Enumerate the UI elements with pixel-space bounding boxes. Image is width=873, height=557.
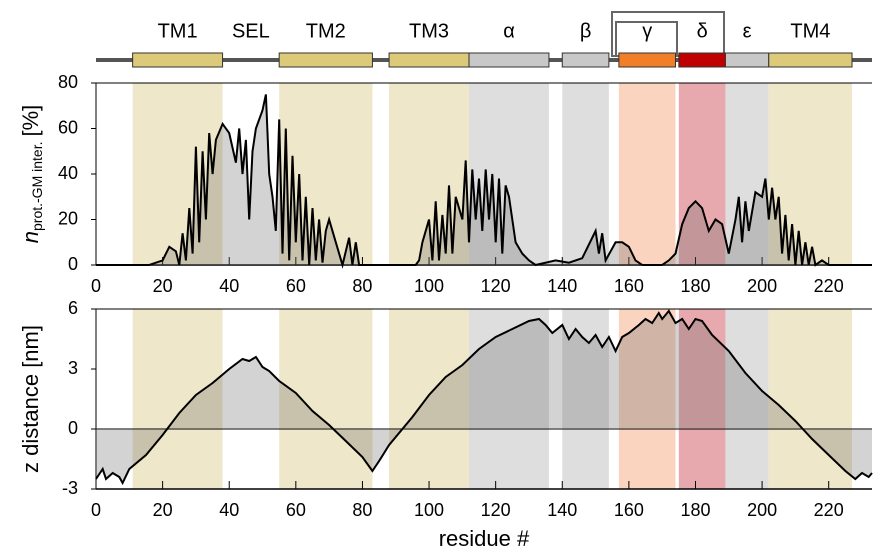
domain-label: TM3 (409, 20, 449, 42)
x-tick-label: 160 (614, 276, 644, 296)
x-tick-label: 120 (481, 500, 511, 520)
x-tick-label: 160 (614, 500, 644, 520)
y-tick-label: 3 (68, 358, 78, 378)
domain-label: γ (642, 20, 652, 42)
domain-bar (132, 52, 224, 68)
x-tick-label: 100 (414, 500, 444, 520)
domain-label: TM4 (790, 20, 830, 42)
domain-label: TM1 (158, 20, 198, 42)
domain-label: α (503, 20, 515, 42)
domain-bar (724, 52, 770, 68)
line (96, 94, 872, 269)
domain-bar (768, 52, 853, 68)
domain-shade (768, 83, 853, 265)
x-tick-label: 180 (680, 276, 710, 296)
domain-label: δ (697, 20, 708, 42)
domain-shade (725, 309, 769, 489)
domain-label: ε (743, 20, 752, 42)
domain-shade (618, 309, 676, 489)
domain-bar (618, 52, 677, 68)
x-tick-label: 140 (547, 276, 577, 296)
area (96, 311, 872, 483)
x-tick-label: 140 (547, 500, 577, 520)
domain-bar (388, 52, 470, 68)
domain-shade (678, 83, 726, 265)
y-tick-label: 60 (58, 117, 78, 137)
domain-shade (279, 309, 373, 489)
domain-bar (561, 52, 610, 68)
x-tick-label: 120 (481, 276, 511, 296)
x-tick-label: 80 (352, 500, 372, 520)
domain-label: β (580, 20, 592, 42)
y-axis-label: z distance [nm] (18, 325, 43, 473)
domain-shade (469, 83, 549, 265)
x-axis-label: residue # (439, 526, 530, 551)
x-tick-label: 100 (414, 276, 444, 296)
x-tick-label: 220 (814, 500, 844, 520)
y-tick-label: 0 (68, 254, 78, 274)
x-tick-label: 60 (286, 276, 306, 296)
domain-bar (278, 52, 373, 68)
x-tick-label: 40 (219, 500, 239, 520)
x-tick-label: 40 (219, 276, 239, 296)
domain-shade (389, 83, 470, 265)
x-tick-label: 60 (286, 500, 306, 520)
domain-shade (132, 309, 223, 489)
line (95, 309, 873, 486)
y-tick-label: 40 (58, 163, 78, 183)
x-tick-label: 200 (747, 276, 777, 296)
x-tick-label: 180 (680, 500, 710, 520)
y-tick-label: 0 (68, 418, 78, 438)
y-axis-label-part: n (18, 231, 43, 243)
domain-shade (469, 309, 549, 489)
y-axis-label-part: z distance [nm] (18, 325, 43, 473)
x-tick-label: 220 (814, 276, 844, 296)
domain-shade (389, 309, 470, 489)
domain-bar (678, 52, 726, 68)
domain-label: TM2 (306, 20, 346, 42)
y-tick-label: -3 (62, 478, 78, 498)
domain-shade (618, 83, 676, 265)
y-tick-label: 20 (58, 208, 78, 228)
x-tick-label: 200 (747, 500, 777, 520)
y-axis-label-part: prot.-GM inter. (29, 142, 45, 231)
domain-shade (768, 309, 853, 489)
x-tick-label: 0 (91, 276, 101, 296)
domain-bar (468, 52, 550, 68)
x-tick-label: 20 (153, 276, 173, 296)
x-tick-label: 80 (352, 276, 372, 296)
x-tick-label: 0 (91, 500, 101, 520)
x-tick-label: 20 (153, 500, 173, 520)
y-axis-label: nprot.-GM inter. [%] (18, 105, 45, 244)
y-tick-label: 80 (58, 72, 78, 92)
domain-label: SEL (232, 20, 270, 42)
y-axis-label-part: [%] (18, 105, 43, 137)
shades (132, 83, 853, 489)
y-tick-label: 6 (68, 298, 78, 318)
